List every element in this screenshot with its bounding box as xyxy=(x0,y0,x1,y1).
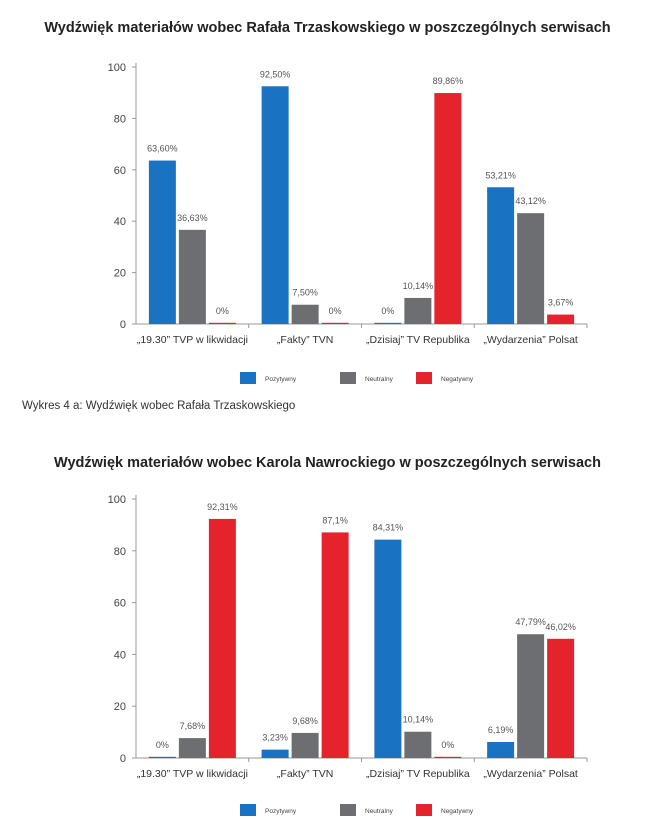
y-tick-label: 0 xyxy=(120,319,126,331)
y-tick-label: 60 xyxy=(114,165,126,177)
bar-pozytywny xyxy=(374,539,402,758)
bar-negatywny xyxy=(434,756,462,758)
legend-label: Pozytywny xyxy=(265,808,297,815)
bar-neutralny xyxy=(404,297,432,324)
legend-label: Pozytywny xyxy=(265,376,297,383)
data-label: 89,86% xyxy=(433,76,464,86)
y-tick-label: 20 xyxy=(114,268,126,280)
data-label: 92,31% xyxy=(207,502,238,512)
bar-negatywny xyxy=(208,322,236,324)
data-label: 3,23% xyxy=(262,733,288,743)
y-tick-label: 80 xyxy=(114,113,126,125)
bar-negatywny xyxy=(321,322,349,324)
category-label: „Fakty” TVN xyxy=(277,768,333,780)
data-label: 87,1% xyxy=(322,515,348,525)
data-label: 0% xyxy=(156,740,169,750)
bar-pozytywny xyxy=(148,160,176,324)
data-label: 43,12% xyxy=(515,196,546,206)
chart-2: 0 20 40 60 80 100 „19.30” TVP w likwidacji 0% 7,… xyxy=(108,494,588,816)
category-label: „Dzisiaj” TV Republika xyxy=(366,334,470,346)
data-label: 9,68% xyxy=(292,716,318,726)
legend-label: Negatywny xyxy=(441,376,474,383)
bar-pozytywny xyxy=(374,322,402,324)
legend-label: Negatywny xyxy=(441,808,474,815)
bar-negatywny xyxy=(547,314,575,324)
bar-pozytywny xyxy=(487,741,515,758)
bar-negatywny xyxy=(434,93,462,324)
bar-neutralny xyxy=(178,229,206,324)
bar-neutralny xyxy=(404,731,432,758)
bar-pozytywny xyxy=(487,187,515,324)
legend-swatch-neutralny xyxy=(340,804,356,816)
bar-neutralny xyxy=(517,634,545,758)
data-label: 46,02% xyxy=(545,622,576,632)
data-label: 6,19% xyxy=(488,725,514,735)
bar-neutralny xyxy=(291,732,319,758)
bar-neutralny xyxy=(291,304,319,324)
bar-negatywny xyxy=(208,518,236,758)
data-label: 53,21% xyxy=(485,170,516,180)
bar-negatywny xyxy=(321,532,349,758)
bar-pozytywny xyxy=(148,756,176,758)
data-label: 0% xyxy=(441,740,454,750)
data-label: 92,50% xyxy=(260,69,291,79)
y-tick-label: 40 xyxy=(114,216,126,228)
legend-swatch-negatywny xyxy=(416,372,432,384)
chart-1: 0 20 40 60 80 100 „19.30” TVP w likwidacji 63,6… xyxy=(108,62,588,384)
legend-swatch-negatywny xyxy=(416,804,432,816)
chart-1-title: Wydźwięk materiałów wobec Rafała Trzasko… xyxy=(44,20,611,36)
y-tick-label: 40 xyxy=(114,649,126,661)
data-label: 0% xyxy=(381,306,394,316)
bar-neutralny xyxy=(517,213,545,324)
category-label: „Dzisiaj” TV Republika xyxy=(366,768,470,780)
data-label: 3,67% xyxy=(548,298,574,308)
y-tick-label: 60 xyxy=(114,598,126,610)
data-label: 7,68% xyxy=(180,721,206,731)
data-label: 84,31% xyxy=(373,523,404,533)
chart-2-title: Wydźwięk materiałów wobec Karola Nawrock… xyxy=(54,455,601,471)
legend-swatch-pozytywny xyxy=(240,804,256,816)
category-label: „19.30” TVP w likwidacji xyxy=(137,334,248,346)
category-label: „19.30” TVP w likwidacji xyxy=(137,768,248,780)
category-label: „Wydarzenia” Polsat xyxy=(483,768,578,780)
y-tick-label: 100 xyxy=(108,62,126,74)
data-label: 7,50% xyxy=(292,288,318,298)
legend-swatch-neutralny xyxy=(340,372,356,384)
data-label: 0% xyxy=(329,306,342,316)
legend-swatch-pozytywny xyxy=(240,372,256,384)
y-tick-label: 100 xyxy=(108,494,126,506)
y-tick-label: 80 xyxy=(114,546,126,558)
data-label: 10,14% xyxy=(403,281,434,291)
data-label: 63,60% xyxy=(147,144,178,154)
y-tick-label: 20 xyxy=(114,701,126,713)
legend-label: Neutralny xyxy=(365,376,394,383)
legend-label: Neutralny xyxy=(365,808,394,815)
bar-pozytywny xyxy=(261,86,289,325)
data-label: 47,79% xyxy=(515,617,546,627)
category-label: „Fakty” TVN xyxy=(277,334,333,346)
figure-caption: Wykres 4 a: Wydźwięk wobec Rafała Trzask… xyxy=(22,400,296,412)
data-label: 0% xyxy=(216,306,229,316)
category-label: „Wydarzenia” Polsat xyxy=(483,334,578,346)
bar-negatywny xyxy=(547,638,575,758)
y-tick-label: 0 xyxy=(120,753,126,765)
bar-pozytywny xyxy=(261,749,289,758)
data-label: 36,63% xyxy=(177,213,208,223)
bar-neutralny xyxy=(178,738,206,758)
data-label: 10,14% xyxy=(403,715,434,725)
